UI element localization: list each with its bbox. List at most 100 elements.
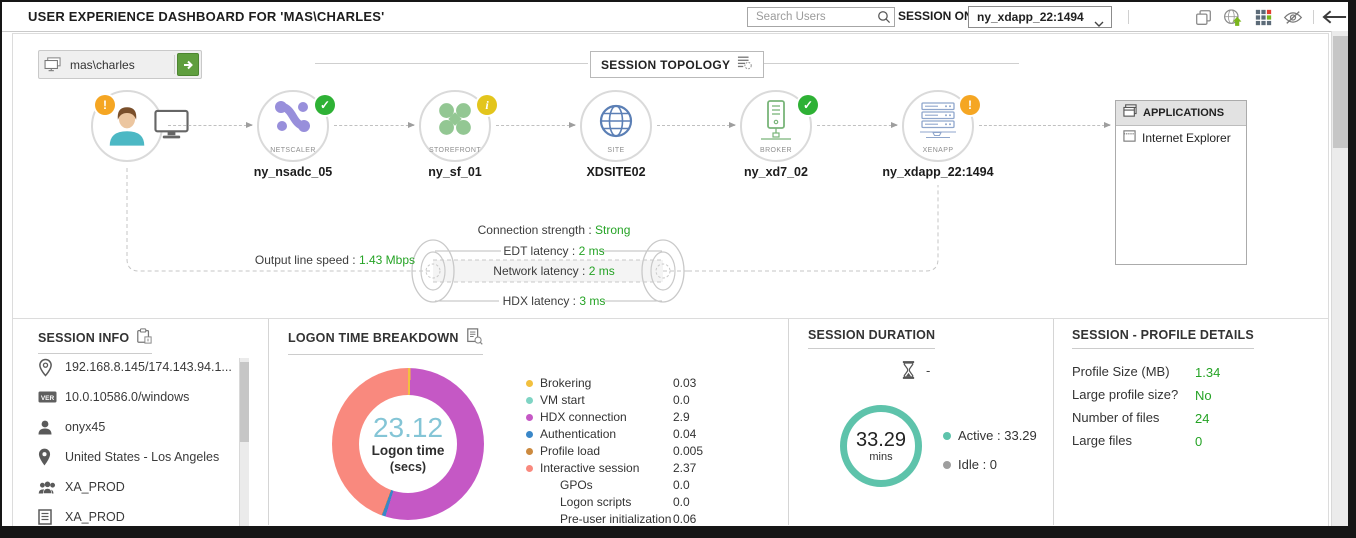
go-to-user-button[interactable] — [177, 53, 199, 76]
storefront-icon — [436, 100, 474, 143]
back-arrow-icon[interactable] — [1320, 7, 1348, 27]
profile-details-title: SESSION - PROFILE DETAILS — [1072, 328, 1254, 342]
profile-row-value: 1.34 — [1195, 365, 1221, 380]
node-name: ny_xd7_02 — [744, 165, 808, 179]
report-magnifier-icon[interactable] — [466, 328, 483, 348]
session-duration-title: SESSION DURATION — [808, 328, 936, 342]
list-item: XA_PROD — [38, 502, 238, 526]
application-item[interactable]: Internet Explorer — [1116, 126, 1246, 150]
profile-row-label: Profile Size (MB) — [1072, 364, 1170, 379]
legend-value: 2.9 — [673, 410, 690, 424]
legend-value: 0.0 — [673, 495, 690, 509]
list-item: XA_PROD — [38, 472, 238, 502]
user-endpoint-label: mas\charles — [70, 57, 135, 72]
node-name: ny_nsadc_05 — [253, 165, 333, 179]
logon-center-label: Logon time — [371, 443, 445, 458]
panel-divider — [268, 319, 269, 525]
dashboard-window: USER EXPERIENCE DASHBOARD FOR 'MAS\CHARL… — [2, 2, 1348, 526]
scrollbar-thumb[interactable] — [240, 362, 249, 442]
legend-label: Profile load — [540, 444, 601, 458]
version-icon: VER — [38, 391, 65, 403]
catalog-icon — [38, 509, 65, 525]
page-scrollbar[interactable] — [1331, 31, 1348, 526]
header-separator — [1313, 10, 1314, 24]
ok-badge-icon: ✓ — [315, 95, 335, 115]
network-latency-label: Network latency : — [493, 264, 586, 278]
location-icon — [38, 448, 65, 466]
logon-total-value: 23.12 — [372, 412, 444, 443]
hdx-latency-value: 3 ms — [579, 294, 606, 308]
legend-label: GPOs — [560, 478, 593, 492]
search-icon[interactable] — [877, 10, 891, 29]
session-info-scrollbar[interactable] — [239, 358, 249, 526]
broker-server-icon — [756, 99, 796, 147]
hide-eye-icon[interactable] — [1283, 7, 1303, 27]
apps-grid-icon[interactable] — [1253, 7, 1273, 27]
user-icon — [38, 420, 65, 435]
node-xenapp[interactable] — [902, 90, 974, 162]
legend-value: 0.0 — [673, 478, 690, 492]
applications-title: APPLICATIONS — [1143, 107, 1225, 119]
legend-row: Pre-user initialization 0.06 — [524, 511, 774, 526]
session-topology-header: SESSION TOPOLOGY — [590, 51, 765, 78]
globe-upload-icon[interactable] — [1223, 7, 1243, 27]
legend-row: GPOs 0.0 — [524, 477, 774, 494]
active-duration-label: Active : 33.29 — [958, 428, 1037, 443]
warning-badge-icon: ! — [95, 95, 115, 115]
idle-legend-dot — [943, 461, 951, 469]
connection-strength: Connection strength : Strong — [414, 223, 694, 237]
scrollbar-thumb[interactable] — [1333, 36, 1348, 148]
node-type-label: BROKER — [760, 147, 792, 154]
legend-dot — [526, 380, 533, 387]
session-user: onyx45 — [65, 420, 106, 434]
connection-arrow — [168, 122, 253, 128]
legend-row: VM start 0.0 — [524, 392, 774, 409]
profile-row-value: No — [1195, 388, 1212, 403]
legend-value: 0.0 — [673, 393, 690, 407]
legend-row: Logon scripts 0.0 — [524, 494, 774, 511]
connection-arrow — [657, 122, 736, 128]
legend-row: Interactive session 2.37 — [524, 460, 774, 477]
legend-row: Profile load 0.005 — [524, 443, 774, 460]
header-bar: USER EXPERIENCE DASHBOARD FOR 'MAS\CHARL… — [2, 2, 1348, 32]
legend-dot — [526, 465, 533, 472]
application-name: Internet Explorer — [1142, 131, 1231, 145]
divider — [174, 55, 175, 74]
legend-dot — [526, 448, 533, 455]
session-ip: 192.168.8.145/174.143.94.1... — [65, 360, 232, 374]
node-user[interactable] — [91, 90, 163, 162]
connection-arrow — [334, 122, 415, 128]
duration-total-value: 33.29 — [855, 429, 907, 451]
node-type-label: XENAPP — [922, 147, 954, 154]
legend-label: VM start — [540, 393, 585, 407]
node-site[interactable] — [580, 90, 652, 162]
idle-duration-label: Idle : 0 — [958, 457, 998, 472]
legend-value: 0.04 — [673, 427, 697, 441]
list-item: United States - Los Angeles — [38, 442, 238, 472]
session-info-title: SESSION INFO — [38, 330, 130, 345]
connection-arrow — [496, 122, 576, 128]
clipboard-info-icon[interactable] — [136, 328, 152, 347]
session-duration-ring[interactable]: 33.29 mins — [840, 405, 922, 487]
session-group: XA_PROD — [65, 480, 125, 494]
applications-panel: APPLICATIONS Internet Explorer — [1115, 100, 1247, 265]
topology-settings-icon[interactable] — [737, 55, 753, 75]
search-users-input[interactable] — [754, 8, 873, 26]
logon-donut[interactable]: 23.12 Logon time (secs) — [332, 368, 484, 520]
session-info-header: SESSION INFO — [38, 328, 153, 354]
ok-badge-icon: ✓ — [798, 95, 818, 115]
info-badge-icon: i — [477, 95, 497, 115]
session-version: 10.0.10586.0/windows — [65, 390, 190, 404]
session-host-select[interactable]: ny_xdapp_22:1494 — [968, 6, 1112, 28]
user-endpoint-box[interactable]: mas\charles — [38, 50, 202, 79]
edt-latency: EDT latency : 2 ms — [414, 244, 694, 258]
legend-label: Authentication — [540, 427, 617, 441]
node-type-label: STOREFRONT — [428, 147, 482, 154]
page-title: USER EXPERIENCE DASHBOARD FOR 'MAS\CHARL… — [28, 9, 385, 24]
legend-row: Authentication 0.04 — [524, 426, 774, 443]
topology-rule-right — [738, 63, 1019, 64]
list-item: VER 10.0.10586.0/windows — [38, 382, 238, 412]
profile-row-value: 0 — [1195, 434, 1203, 449]
logon-center-unit: (secs) — [389, 460, 427, 474]
copy-pages-icon[interactable] — [1193, 7, 1213, 27]
